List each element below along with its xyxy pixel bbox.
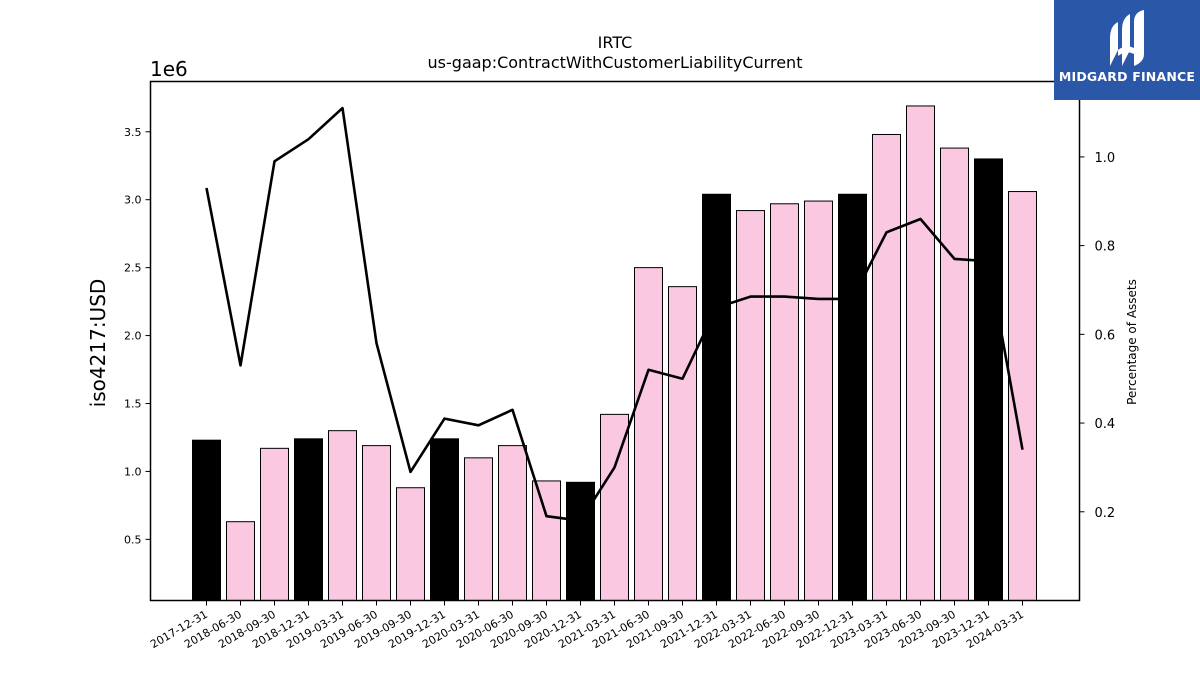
y2-axis-label: Percentage of Assets [1125,279,1139,405]
x-axis: 2017-12-312018-06-302018-09-302018-12-31… [148,600,1026,651]
midgard-logo-icon [1110,10,1144,66]
y-tick-label: 1.5 [124,397,142,410]
y-axis-label: iso4217:USD [86,278,110,408]
bar-2019-09-30 [396,487,425,601]
percentage-line [205,106,1024,523]
percentage-line-series [205,106,1024,523]
bar-2019-06-30 [362,445,391,601]
y-axis: 0.5 1.0 1.5 2.0 2.5 3.0 3.5 [124,126,151,546]
y2-tick-label: 0.2 [1095,506,1116,521]
bar-2018-06-30 [226,521,255,602]
chart-title: IRTC [597,33,633,52]
bar-2021-12-31 [702,193,731,601]
midgard-finance-logo: MIDGARD FINANCE [1054,0,1200,100]
y-tick-label: 1.0 [124,465,142,478]
bar-2023-06-30 [906,105,935,601]
y2-tick-label: 0.6 [1095,328,1116,343]
bar-2022-12-31 [838,193,867,601]
y2-tick-label: 1.0 [1095,151,1116,166]
bar-2023-12-31 [974,158,1003,601]
bar-2022-03-31 [736,210,765,601]
bar-2022-06-30 [770,203,799,601]
y-tick-label: 2.5 [124,262,142,275]
bar-2021-09-30 [668,286,697,601]
bar-2020-09-30 [532,480,561,601]
y-tick-label: 0.5 [124,533,142,546]
y2-tick-label: 0.8 [1095,240,1116,255]
bar-2021-06-30 [634,267,663,601]
y2-axis: 0.2 0.4 0.6 0.8 1.0 [1079,151,1116,521]
logo-text: MIDGARD FINANCE [1058,69,1196,84]
bar-2019-03-31 [328,430,357,602]
bar-series [192,105,1037,602]
bar-2020-12-31 [566,481,595,601]
bar-2019-12-31 [430,438,459,601]
y2-tick-label: 0.4 [1095,417,1116,432]
bar-2022-09-30 [804,200,833,601]
bar-2018-12-31 [294,438,323,601]
bar-2023-03-31 [872,133,901,601]
y-tick-label: 3.0 [124,194,142,207]
bar-2020-03-31 [464,457,493,601]
bar-2021-03-31 [600,413,629,601]
bar-2017-12-31 [192,439,221,601]
bar-2020-06-30 [498,445,527,601]
bar-2018-09-30 [260,447,289,601]
y-tick-label: 3.5 [124,126,142,139]
y-scale-label: 1e6 [150,57,188,81]
chart-subtitle: us-gaap:ContractWithCustomerLiabilityCur… [427,53,803,72]
bar-2023-09-30 [940,147,969,601]
y-tick-label: 2.0 [124,330,142,343]
